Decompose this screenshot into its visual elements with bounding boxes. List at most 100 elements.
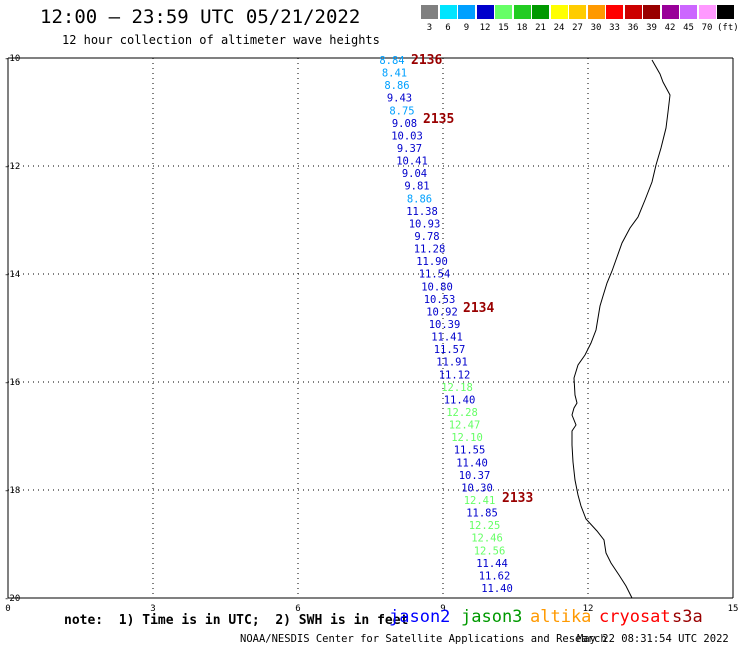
satellite-legend-item: jason3 — [461, 607, 523, 627]
legend-swatch — [421, 5, 438, 19]
observation-labels: 8.848.418.869.438.759.0810.039.3710.419.… — [379, 55, 512, 595]
legend-label: 39 — [646, 23, 657, 33]
legend-swatch — [587, 5, 605, 19]
observation-label: 11.40 — [481, 583, 513, 595]
observation-label: 11.40 — [444, 394, 476, 406]
legend-label: 36 — [627, 23, 639, 33]
observation-label: 10.80 — [421, 281, 453, 293]
pass-number-label: 2136 — [411, 53, 442, 68]
x-tick-label: 0 — [5, 604, 10, 614]
observation-label: 8.75 — [389, 105, 414, 117]
map-grid — [7, 57, 734, 599]
pass-number-label: 2133 — [502, 491, 533, 506]
legend-swatch — [661, 5, 679, 19]
legend-label: 18 — [516, 23, 528, 33]
x-tick-label: 3 — [150, 604, 155, 614]
observation-label: 10.03 — [391, 130, 423, 142]
legend-swatch — [495, 5, 512, 19]
observation-label: 12.41 — [464, 495, 496, 507]
legend-label: 9 — [463, 23, 470, 33]
observation-label: 11.62 — [479, 570, 511, 582]
observation-label: 11.44 — [476, 558, 508, 570]
observation-label: 10.93 — [409, 218, 441, 230]
axis-labels: -10 -12 -14 -16 -18 -200 3 6 9 12 15 — [4, 54, 738, 614]
observation-label: 8.84 — [379, 55, 404, 67]
legend-swatch — [717, 5, 734, 19]
pass-labels: 2136 2135 2134 2133 — [411, 53, 533, 506]
legend-label: 42 — [664, 23, 676, 33]
legend-swatch — [532, 5, 549, 19]
observation-label: 10.37 — [459, 470, 491, 482]
observation-label: 9.37 — [397, 143, 422, 155]
observation-label: 11.12 — [439, 369, 471, 381]
x-tick-label: 15 — [728, 604, 739, 614]
legend-swatch — [624, 5, 642, 19]
legend-swatch — [569, 5, 586, 19]
map-subtitle: 12 hour collection of altimeter wave hei… — [62, 33, 380, 47]
map-title: 12:00 – 23:59 UTC 05/21/2022 — [40, 6, 361, 28]
legend-swatch — [550, 5, 568, 19]
y-tick-label: -10 — [4, 54, 20, 64]
y-tick-label: -16 — [4, 378, 20, 388]
legend-swatch — [680, 5, 697, 19]
y-tick-label: -20 — [4, 594, 20, 604]
legend-label: 12 — [479, 23, 491, 33]
observation-label: 11.91 — [436, 357, 468, 369]
observation-label: 11.90 — [416, 256, 448, 268]
legend-swatch — [458, 5, 475, 19]
legend-label: 21 — [535, 23, 546, 33]
observation-label: 11.57 — [434, 344, 466, 356]
pass-number-label: 2135 — [423, 112, 454, 127]
legend-label: 30 — [590, 23, 602, 33]
legend-swatch — [513, 5, 531, 19]
observation-label: 12.47 — [449, 420, 481, 432]
legend-label: 27 — [572, 23, 583, 33]
observation-label: 10.39 — [429, 319, 461, 331]
observation-label: 10.30 — [461, 482, 493, 494]
observation-label: 12.56 — [474, 545, 506, 557]
x-tick-label: 9 — [440, 604, 445, 614]
observation-label: 11.41 — [431, 332, 463, 344]
legend-swatch — [606, 5, 623, 19]
observation-label: 11.54 — [419, 269, 451, 281]
satellite-legend-item: altika — [530, 607, 592, 627]
map-note: note: 1) Time is in UTC; 2) SWH is in fe… — [64, 613, 409, 628]
observation-label: 12.46 — [471, 533, 503, 545]
legend-label: 24 — [553, 23, 565, 33]
legend-label: 3 — [426, 23, 433, 33]
y-tick-label: -14 — [4, 270, 20, 280]
legend-label: 45 — [683, 23, 694, 33]
observation-label: 11.28 — [414, 244, 446, 256]
legend-label: 70 — [701, 23, 713, 33]
observation-label: 8.86 — [407, 193, 432, 205]
legend-swatch — [476, 5, 494, 19]
satellite-legend-item: jason2 — [389, 607, 451, 627]
observation-label: 11.55 — [454, 445, 486, 457]
observation-label: 9.81 — [404, 181, 429, 193]
legend-label: 15 — [498, 23, 509, 33]
pass-number-label: 2134 — [463, 301, 494, 316]
y-tick-label: -12 — [4, 162, 20, 172]
satellite-legend-item: s3a — [672, 607, 703, 627]
coastline — [571, 59, 671, 599]
legend-swatch — [643, 5, 660, 19]
observation-label: 10.53 — [424, 294, 456, 306]
observation-label: 12.28 — [446, 407, 478, 419]
timestamp: May 22 08:31:54 UTC 2022 — [577, 633, 729, 645]
observation-label: 10.41 — [396, 156, 428, 168]
x-tick-label: 6 — [295, 604, 300, 614]
observation-label: 12.10 — [451, 432, 483, 444]
satellite-legend-item: cryosat — [599, 607, 671, 627]
observation-label: 12.18 — [441, 382, 473, 394]
observation-label: 12.25 — [469, 520, 501, 532]
observation-label: 11.38 — [406, 206, 438, 218]
observation-label: 9.43 — [387, 93, 412, 105]
observation-label: 9.04 — [402, 168, 427, 180]
x-tick-label: 12 — [583, 604, 594, 614]
observation-label: 8.41 — [382, 68, 407, 80]
observation-label: 9.78 — [414, 231, 439, 243]
observation-label: 11.85 — [466, 508, 498, 520]
y-tick-label: -18 — [4, 486, 20, 496]
observation-label: 8.86 — [384, 80, 409, 92]
